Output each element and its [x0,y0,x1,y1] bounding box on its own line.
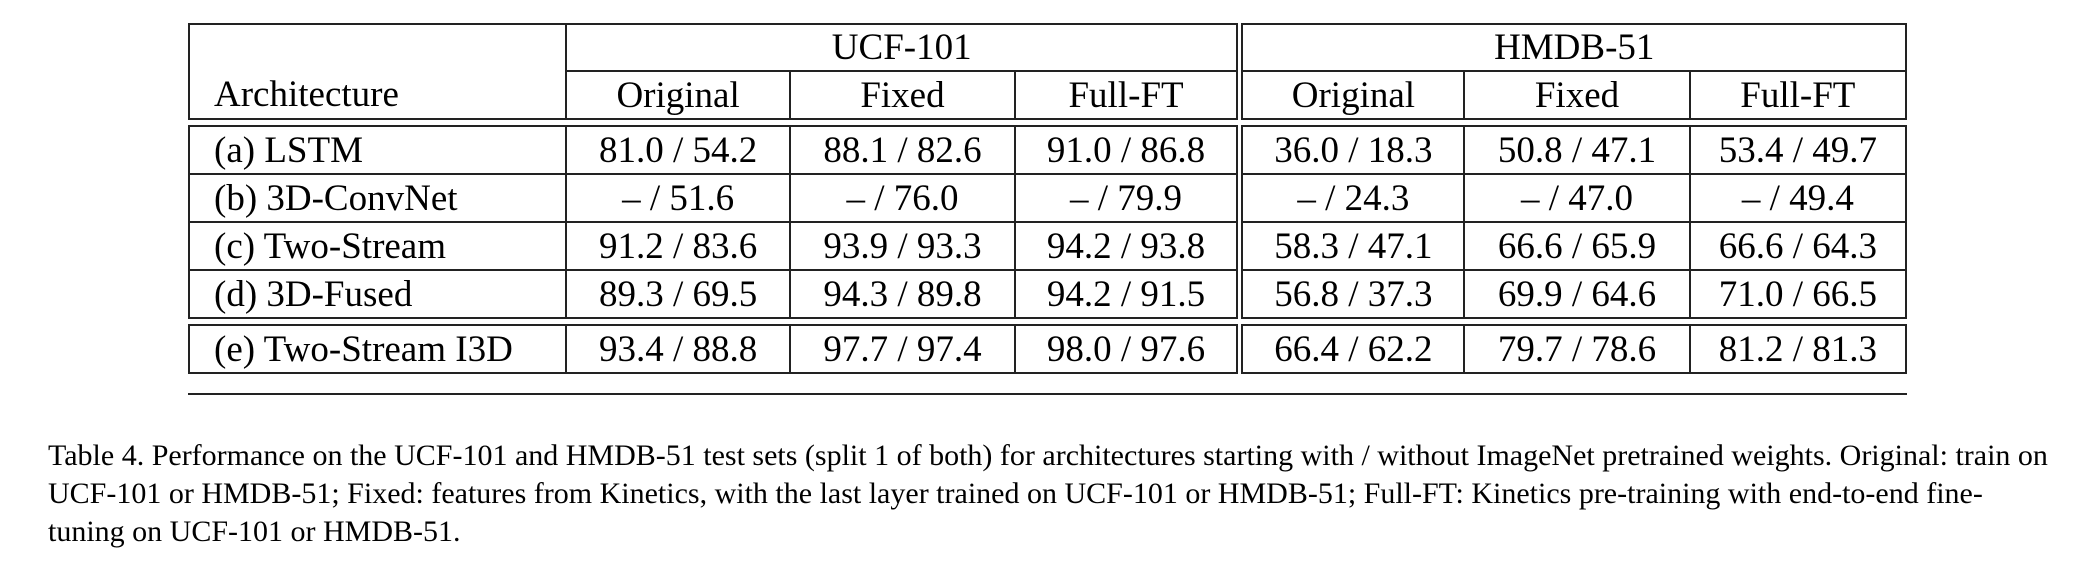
table-row: (e) Two-Stream I3D 93.4 / 88.8 97.7 / 97… [188,324,1908,374]
table-cell: 79.7 / 78.6 [1463,324,1691,374]
spacer-row [189,118,1906,127]
table-cell: 94.3 / 89.8 [789,269,1016,319]
table-cell: – / 51.6 [564,173,792,223]
table-cell: 89.3 / 69.5 [564,269,792,319]
table-row: (b) 3D-ConvNet – / 51.6 – / 76.0 – / 79.… [188,173,1908,223]
row-architecture: (e) Two-Stream I3D [188,324,567,374]
subheader-ucf-original: Original [564,70,792,120]
table-cell: 53.4 / 49.7 [1688,125,1908,175]
table-cell: – / 49.4 [1688,173,1908,223]
table-cell: 91.2 / 83.6 [564,221,792,271]
table-cell: 91.0 / 86.8 [1013,125,1241,175]
row-architecture: (a) LSTM [188,125,567,175]
table-cell: – / 76.0 [789,173,1016,223]
table-row: (c) Two-Stream 91.2 / 83.6 93.9 / 93.3 9… [188,221,1908,271]
table-cell: 36.0 / 18.3 [1236,125,1466,175]
table-cell: 98.0 / 97.6 [1013,324,1241,374]
table-bottom-rule [188,393,1907,395]
table-cell: – / 79.9 [1013,173,1241,223]
subheader-hmdb-original: Original [1236,70,1466,120]
results-table: UCF-101 HMDB-51 Architecture Original Fi… [188,23,1908,374]
table-cell: 94.2 / 91.5 [1013,269,1241,319]
table-cell: 94.2 / 93.8 [1013,221,1241,271]
table-cell: 66.4 / 62.2 [1236,324,1466,374]
table-cell: 50.8 / 47.1 [1463,125,1691,175]
table-row: (d) 3D-Fused 89.3 / 69.5 94.3 / 89.8 94.… [188,269,1908,319]
spacer-row [189,317,1906,326]
table-cell: 81.0 / 54.2 [564,125,792,175]
table-cell: 93.9 / 93.3 [789,221,1016,271]
table-cell: 69.9 / 64.6 [1463,269,1691,319]
table-cell: 56.8 / 37.3 [1236,269,1466,319]
table-row: (a) LSTM 81.0 / 54.2 88.1 / 82.6 91.0 / … [188,125,1908,175]
table-cell: 66.6 / 65.9 [1463,221,1691,271]
architecture-header: Architecture [188,71,567,120]
table-cell: 97.7 / 97.4 [789,324,1016,374]
table-cell: – / 24.3 [1236,173,1466,223]
table-cell: 58.3 / 47.1 [1236,221,1466,271]
empty-corner-cell [188,23,567,71]
table-cell: 88.1 / 82.6 [789,125,1016,175]
table-cell: 66.6 / 64.3 [1688,221,1908,271]
table-cell: 71.0 / 66.5 [1688,269,1908,319]
group-header-ucf101: UCF-101 [564,23,1241,72]
table-cell: 93.4 / 88.8 [564,324,792,374]
table-cell: 81.2 / 81.3 [1688,324,1908,374]
group-header-row: UCF-101 HMDB-51 [188,23,1908,72]
row-architecture: (d) 3D-Fused [188,269,567,319]
subheader-row: Architecture Original Fixed Full-FT Orig… [188,70,1908,120]
table-caption: Table 4. Performance on the UCF-101 and … [48,439,2048,548]
table-cell: – / 47.0 [1463,173,1691,223]
subheader-ucf-fixed: Fixed [789,70,1016,120]
row-architecture: (b) 3D-ConvNet [188,173,567,223]
subheader-hmdb-fullft: Full-FT [1688,70,1908,120]
group-header-hmdb51: HMDB-51 [1236,23,1908,72]
subheader-ucf-fullft: Full-FT [1013,70,1241,120]
subheader-hmdb-fixed: Fixed [1463,70,1691,120]
row-architecture: (c) Two-Stream [188,221,567,271]
